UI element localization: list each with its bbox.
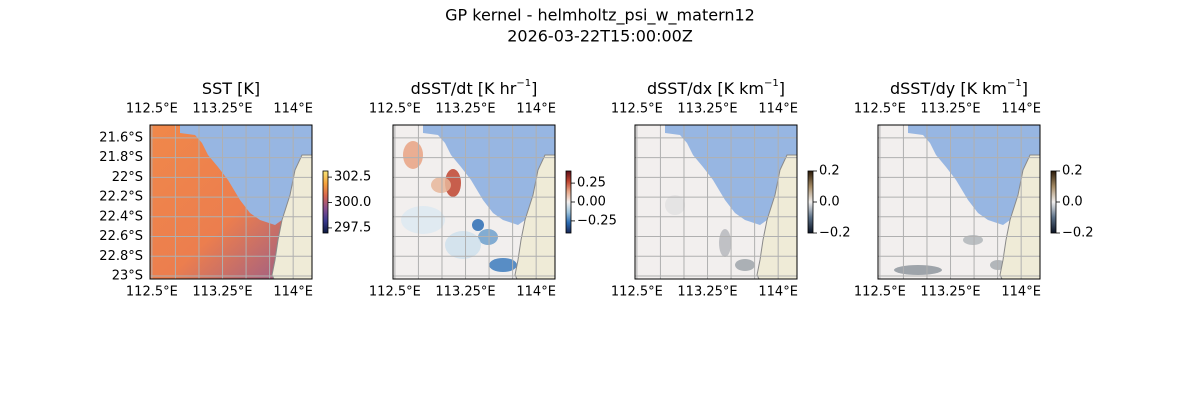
colorbar [1050, 170, 1057, 234]
field-patch [735, 259, 755, 271]
x-tick-label: 113.25°E [435, 285, 495, 300]
title-part: dSST/dy [K km [890, 79, 1007, 98]
figure-title: GP kernel - helmholtz_psi_w_matern12 [445, 6, 755, 26]
map-frame [392, 124, 556, 280]
x-tick-label-top: 112.5°E [611, 102, 663, 117]
x-tick-label: 112.5°E [854, 285, 906, 300]
x-tick-label-top: 114°E [758, 102, 798, 117]
field-patch [472, 219, 484, 231]
x-tick-label-top: 112.5°E [369, 102, 421, 117]
colorbar-tick-label: 0.2 [819, 164, 840, 179]
y-tick-label: 21.6°S [99, 130, 143, 145]
colorbar [565, 170, 572, 234]
x-tick-label: 112.5°E [126, 285, 178, 300]
y-tick-label: 22.6°S [99, 229, 143, 244]
colorbar-tick-label: 300.0 [334, 195, 371, 210]
map-frame [634, 124, 798, 280]
field-patch [401, 206, 445, 234]
x-tick-label-top: 114°E [273, 102, 313, 117]
title-part: dSST/dx [K km [647, 79, 764, 98]
map-frame [877, 124, 1041, 280]
panel-title: dSST/dy [K km−1] [890, 78, 1028, 98]
x-tick-label: 113.25°E [920, 285, 980, 300]
field-patch [963, 235, 983, 245]
colorbar-tick-label: 0.0 [1062, 195, 1083, 210]
x-tick-label-top: 113.25°E [435, 102, 495, 117]
field-patch [445, 169, 461, 197]
field-patch [719, 229, 731, 257]
y-tick-label: 22°S [112, 170, 143, 185]
colorbar-tick-label: 0.2 [1062, 164, 1083, 179]
panel-title: SST [K] [202, 79, 260, 98]
title-part: −1 [764, 78, 779, 89]
title-part: ] [779, 79, 785, 98]
x-tick-label-top: 114°E [516, 102, 556, 117]
x-tick-label: 113.25°E [677, 285, 737, 300]
x-tick-label: 113.25°E [192, 285, 252, 300]
title-part: −1 [516, 78, 531, 89]
x-tick-label-top: 113.25°E [677, 102, 737, 117]
title-part: dSST/dt [K hr [411, 79, 517, 98]
title-part: −1 [1007, 78, 1022, 89]
x-tick-label: 114°E [516, 285, 556, 300]
x-tick-label: 112.5°E [369, 285, 421, 300]
x-tick-label-top: 113.25°E [192, 102, 252, 117]
field-patch [489, 258, 517, 272]
x-tick-label-top: 112.5°E [126, 102, 178, 117]
title-part: SST [K] [202, 79, 260, 98]
figure-subtitle: 2026-03-22T15:00:00Z [507, 27, 693, 46]
colorbar-tick-label: 0.00 [577, 195, 606, 210]
x-tick-label: 112.5°E [611, 285, 663, 300]
x-tick-label-top: 114°E [1001, 102, 1041, 117]
colorbar-tick-label: 297.5 [334, 220, 371, 235]
title-part: ] [531, 79, 537, 98]
colorbar-tick-label: −0.2 [1062, 226, 1094, 241]
colorbar-tick-label: 302.5 [334, 170, 371, 185]
colorbar [322, 170, 329, 234]
colorbar-tick-label: −0.2 [819, 226, 851, 241]
y-tick-label: 22.2°S [99, 190, 143, 205]
colorbar-tick-label: 0.0 [819, 195, 840, 210]
field-patch [445, 231, 481, 259]
x-tick-label-top: 113.25°E [920, 102, 980, 117]
y-tick-label: 21.8°S [99, 150, 143, 165]
y-tick-label: 22.8°S [99, 249, 143, 264]
x-tick-label: 114°E [1001, 285, 1041, 300]
panel-title: dSST/dx [K km−1] [647, 78, 785, 98]
field-patch [665, 195, 685, 215]
field-patch [894, 265, 942, 275]
y-tick-label: 22.4°S [99, 209, 143, 224]
x-tick-label: 114°E [758, 285, 798, 300]
title-part: ] [1022, 79, 1028, 98]
x-tick-label-top: 112.5°E [854, 102, 906, 117]
y-tick-label: 23°S [112, 269, 143, 284]
x-tick-label: 114°E [273, 285, 313, 300]
colorbar-tick-label: 0.25 [577, 176, 606, 191]
map-frame [149, 124, 313, 280]
field-patch [431, 177, 451, 193]
field-patch [403, 141, 423, 169]
colorbar-tick-label: −0.25 [577, 213, 617, 228]
panel-title: dSST/dt [K hr−1] [411, 78, 538, 98]
colorbar [807, 170, 814, 234]
